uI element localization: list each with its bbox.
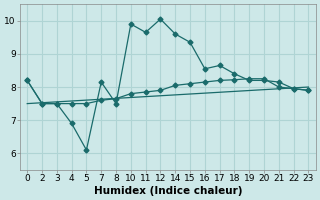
X-axis label: Humidex (Indice chaleur): Humidex (Indice chaleur) [93,186,242,196]
